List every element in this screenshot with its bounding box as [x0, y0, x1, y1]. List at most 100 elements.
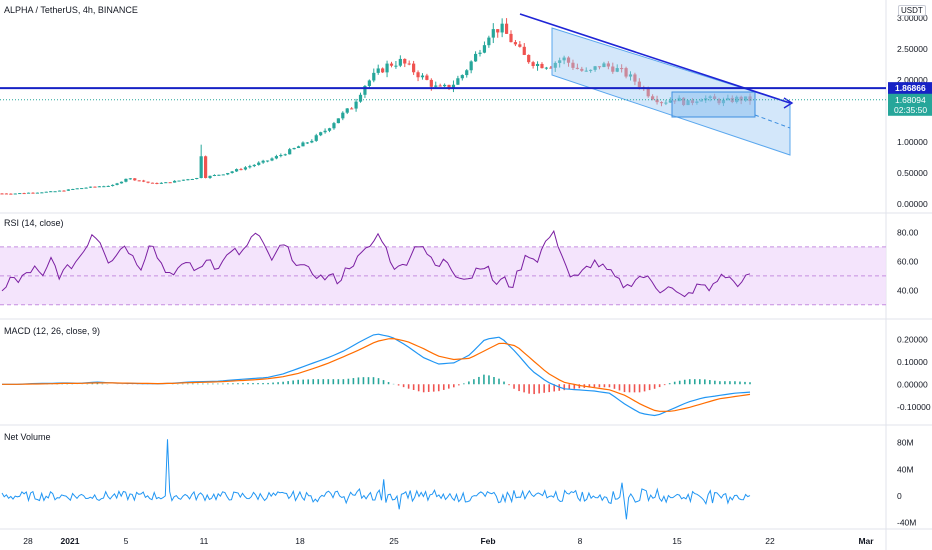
- candle-body: [699, 100, 703, 102]
- candle-body: [208, 175, 212, 178]
- volume-pane-label: Net Volume: [4, 432, 51, 442]
- macd-axis-tick: 0.00000: [897, 379, 928, 389]
- candle-body: [403, 58, 407, 64]
- candle-body: [111, 184, 115, 186]
- candle-body: [726, 97, 730, 100]
- candle-body: [566, 57, 571, 63]
- candle-body: [611, 66, 615, 72]
- candle-body: [305, 142, 309, 144]
- candle-body: [735, 96, 739, 103]
- candle-body: [491, 29, 495, 38]
- candle-body: [226, 172, 230, 175]
- candle-body: [168, 182, 172, 184]
- candle-body: [146, 181, 150, 183]
- candle-body: [137, 180, 141, 182]
- candle-body: [398, 58, 402, 66]
- candle-body: [40, 192, 44, 194]
- candle-body: [708, 96, 712, 99]
- candle-body: [248, 166, 252, 168]
- candle-body: [186, 179, 190, 181]
- candle-body: [473, 53, 478, 62]
- candle-body: [173, 180, 177, 183]
- candle-body: [199, 156, 203, 178]
- candle-body: [553, 62, 557, 68]
- candle-body: [478, 52, 482, 54]
- candle-body: [128, 178, 132, 180]
- candle-body: [739, 96, 743, 101]
- currency-badge[interactable]: USDT: [898, 5, 926, 16]
- candle-body: [465, 70, 469, 76]
- candle-body: [482, 45, 487, 53]
- candle-body: [580, 68, 584, 71]
- candle-body: [633, 74, 637, 82]
- candle-body: [217, 174, 221, 176]
- candle-body: [270, 158, 274, 161]
- candle-body: [717, 99, 721, 104]
- candle-body: [620, 68, 624, 70]
- candle-body: [230, 171, 234, 173]
- candle-body: [142, 180, 146, 182]
- candle-body: [544, 67, 549, 69]
- candle-body: [518, 44, 522, 47]
- candle-body: [416, 72, 420, 78]
- candle-body: [18, 193, 22, 195]
- volume-axis-tick: -40M: [897, 518, 916, 528]
- candle-body: [115, 183, 119, 185]
- price-axis-tick: 2.00000: [897, 75, 928, 85]
- candle-body: [571, 62, 575, 68]
- candle-body: [593, 66, 597, 70]
- candle-body: [487, 37, 491, 46]
- candle-body: [80, 188, 84, 190]
- candle-body: [602, 63, 606, 68]
- candle-body: [385, 63, 389, 73]
- candle-body: [558, 60, 562, 63]
- candle-body: [31, 192, 35, 194]
- candle-body: [504, 23, 509, 34]
- price-axis-tick: 0.00000: [897, 199, 928, 209]
- candle-body: [234, 169, 239, 172]
- candle-body: [44, 191, 48, 193]
- candle-body: [522, 46, 526, 55]
- time-axis-tick: 28: [23, 536, 33, 546]
- candle-body: [420, 75, 425, 78]
- candle-body: [310, 140, 314, 143]
- candle-body: [589, 69, 593, 71]
- candle-body: [438, 85, 442, 87]
- price-axis-tick: 1.00000: [897, 137, 928, 147]
- consolidation-box: [671, 91, 756, 118]
- candle-body: [358, 94, 363, 102]
- macd-signal-line: [2, 337, 751, 412]
- resistance-tag-value: 1.86866: [895, 83, 926, 93]
- candle-body: [159, 182, 163, 184]
- candle-body: [150, 182, 155, 184]
- candle-body: [535, 63, 540, 67]
- candle-body: [13, 193, 17, 195]
- candle-body: [332, 123, 336, 129]
- candle-body: [336, 118, 340, 124]
- resistance-tag: [888, 82, 932, 95]
- time-axis-tick: Feb: [480, 536, 495, 546]
- candle-body: [500, 23, 504, 33]
- time-axis-tick: 2021: [61, 536, 80, 546]
- time-axis-tick: Mar: [858, 536, 874, 546]
- candle-body: [88, 186, 93, 188]
- candle-body: [363, 85, 367, 95]
- candle-body: [341, 112, 345, 119]
- candle-body: [425, 75, 429, 80]
- candle-body: [686, 100, 690, 106]
- candle-body: [301, 142, 305, 147]
- candle-body: [407, 63, 411, 65]
- candle-body: [0, 193, 4, 195]
- candle-body: [71, 188, 75, 190]
- candle-body: [443, 84, 447, 87]
- candle-body: [283, 154, 287, 156]
- macd-axis-tick: -0.10000: [897, 402, 931, 412]
- candle-body: [513, 42, 518, 45]
- candle-body: [527, 54, 531, 63]
- candle-body: [239, 169, 243, 171]
- candle-body: [575, 67, 579, 69]
- candle-body: [195, 177, 199, 180]
- candle-body: [292, 148, 296, 150]
- net-volume-line: [1, 439, 751, 520]
